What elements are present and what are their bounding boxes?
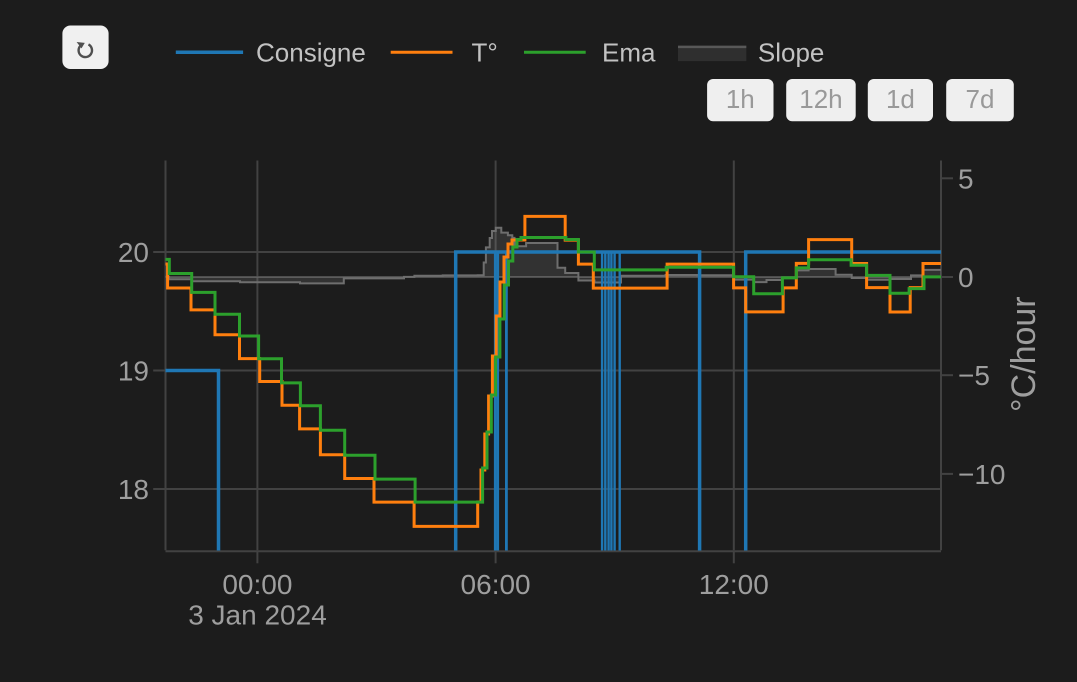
- svg-text:T°: T°: [472, 38, 498, 68]
- svg-text:12:00: 12:00: [699, 569, 769, 600]
- svg-text:5: 5: [958, 163, 974, 194]
- svg-text:1h: 1h: [726, 84, 755, 114]
- svg-text:7d: 7d: [966, 84, 995, 114]
- svg-text:20: 20: [118, 237, 149, 268]
- svg-text:19: 19: [118, 356, 149, 387]
- svg-text:−10: −10: [958, 459, 1006, 490]
- svg-text:−5: −5: [958, 360, 990, 391]
- svg-text:3 Jan 2024: 3 Jan 2024: [188, 600, 327, 631]
- svg-text:Consigne: Consigne: [256, 38, 366, 68]
- svg-text:00:00: 00:00: [222, 569, 292, 600]
- svg-text:12h: 12h: [799, 84, 842, 114]
- svg-text:Slope: Slope: [758, 38, 825, 68]
- svg-text:1d: 1d: [886, 84, 915, 114]
- svg-text:°C/hour: °C/hour: [1005, 296, 1043, 412]
- svg-text:0: 0: [958, 262, 974, 293]
- svg-text:18: 18: [118, 474, 149, 505]
- svg-text:Ema: Ema: [602, 38, 656, 68]
- svg-text:06:00: 06:00: [461, 569, 531, 600]
